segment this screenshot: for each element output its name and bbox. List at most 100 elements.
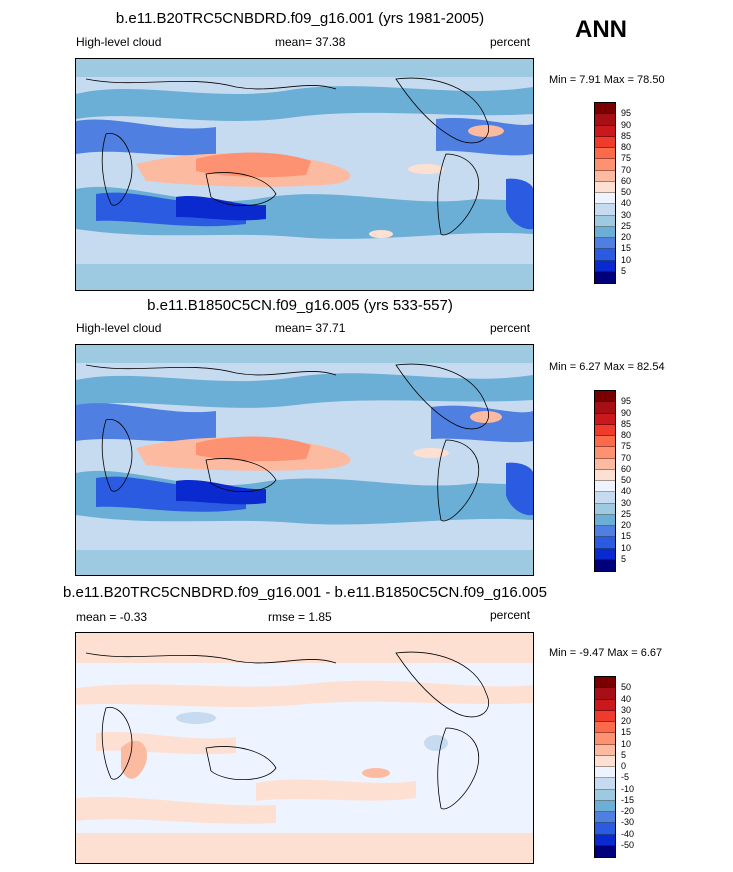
colorbar-segment (595, 514, 615, 526)
panel-1-mean-label: mean= 37.38 (275, 35, 346, 49)
colorbar-segment (595, 447, 615, 459)
colorbar-label: 5 (621, 265, 627, 276)
colorbar-label: 10 (621, 738, 632, 749)
colorbar-label: 95 (621, 108, 632, 119)
colorbar-label: 20 (621, 520, 632, 530)
panel-3-contour-field (76, 633, 533, 863)
colorbar-segment (595, 391, 615, 403)
colorbar-segment (595, 249, 615, 261)
colorbar-segment (595, 114, 615, 126)
colorbar-segment (595, 537, 615, 549)
colorbar-segment (595, 458, 615, 470)
panel-1-colorbar (594, 102, 616, 284)
colorbar-label: 25 (621, 220, 632, 231)
panel-1-minmax: Min = 7.91 Max = 78.50 (549, 74, 665, 86)
colorbar-segment (595, 778, 615, 790)
colorbar-segment (595, 744, 615, 756)
colorbar-label: 95 (621, 396, 632, 407)
colorbar-label: 10 (621, 254, 632, 265)
colorbar-segment (595, 688, 615, 700)
colorbar-label: -50 (621, 839, 635, 850)
colorbar-segment (595, 710, 615, 722)
panel-2-mean-label: mean= 37.71 (275, 321, 346, 335)
colorbar-label: -40 (621, 828, 635, 839)
colorbar-label: 75 (621, 153, 632, 164)
colorbar-label: 80 (621, 142, 632, 152)
panel-2-units-label: percent (490, 321, 531, 335)
panel-2-map (75, 344, 534, 576)
colorbar-segment (595, 699, 615, 711)
panel-3-rmse-label: rmse = 1.85 (268, 610, 332, 624)
colorbar-segment (595, 215, 615, 227)
panel-1-contour-field (76, 59, 533, 290)
colorbar-label: 20 (621, 716, 632, 726)
colorbar-label: 30 (621, 497, 632, 508)
panel-2-colorbar (594, 390, 616, 572)
colorbar-segment (595, 834, 615, 846)
colorbar-segment (595, 103, 615, 115)
panel-1-map (75, 58, 534, 291)
colorbar-segment (595, 722, 615, 734)
colorbar-segment (595, 845, 615, 857)
panel-1-title: b.e11.B20TRC5CNBDRD.f09_g16.001 (yrs 198… (115, 10, 485, 27)
colorbar-segment (595, 469, 615, 481)
colorbar-label: 20 (621, 232, 632, 242)
colorbar-label: 90 (621, 407, 632, 418)
colorbar-segment (595, 436, 615, 448)
colorbar-label: 40 (621, 198, 632, 209)
colorbar-label: -30 (621, 817, 635, 828)
colorbar-label: 30 (621, 704, 632, 715)
colorbar-label: 60 (621, 463, 632, 474)
colorbar-label: 50 (621, 475, 632, 485)
colorbar-label: 60 (621, 175, 632, 186)
colorbar-label: 15 (621, 727, 632, 738)
colorbar-label: 25 (621, 508, 632, 519)
colorbar-segment (595, 800, 615, 812)
colorbar-label: -10 (621, 783, 635, 794)
colorbar-segment (595, 170, 615, 182)
panel-3-minmax: Min = -9.47 Max = 6.67 (549, 647, 663, 659)
colorbar-segment (595, 136, 615, 148)
panel-3-mean-label: mean = -0.33 (76, 610, 148, 624)
colorbar-segment (595, 125, 615, 137)
season-label: ANN (575, 16, 627, 43)
colorbar-label: 80 (621, 430, 632, 440)
colorbar-segment (595, 503, 615, 515)
colorbar-segment (595, 733, 615, 745)
colorbar-segment (595, 424, 615, 436)
panel-3-title: b.e11.B20TRC5CNBDRD.f09_g16.001 - b.e11.… (63, 584, 547, 601)
panel-2-contour-field (76, 345, 533, 575)
colorbar-label: 50 (621, 187, 632, 197)
colorbar-segment (595, 148, 615, 160)
panel-2-variable-label: High-level cloud (76, 321, 162, 335)
colorbar-label: 75 (621, 441, 632, 452)
colorbar-label: 85 (621, 130, 632, 141)
colorbar-label: 40 (621, 486, 632, 497)
panel-2-title: b.e11.B1850C5CN.f09_g16.005 (yrs 533-557… (147, 297, 453, 314)
colorbar-segment (595, 260, 615, 272)
colorbar-segment (595, 823, 615, 835)
colorbar-label: 10 (621, 542, 632, 553)
colorbar-label: 5 (621, 553, 627, 564)
colorbar-label: 0 (621, 761, 627, 771)
colorbar-label: -5 (621, 772, 630, 783)
colorbar-segment (595, 402, 615, 414)
colorbar-label: 70 (621, 164, 632, 175)
colorbar-segment (595, 271, 615, 283)
colorbar-label: 15 (621, 531, 632, 542)
colorbar-label: 15 (621, 243, 632, 254)
colorbar-label: -15 (621, 794, 635, 805)
colorbar-segment (595, 481, 615, 493)
colorbar-label: 85 (621, 418, 632, 429)
colorbar-segment (595, 767, 615, 779)
colorbar-segment (595, 526, 615, 538)
colorbar-segment (595, 193, 615, 205)
colorbar-segment (595, 492, 615, 504)
colorbar-segment (595, 559, 615, 571)
panel-3-colorbar (594, 676, 616, 858)
colorbar-segment (595, 226, 615, 238)
panel-3-units-label: percent (490, 608, 531, 622)
colorbar-segment (595, 789, 615, 801)
colorbar-label: -20 (621, 806, 635, 816)
colorbar-label: 5 (621, 749, 627, 760)
